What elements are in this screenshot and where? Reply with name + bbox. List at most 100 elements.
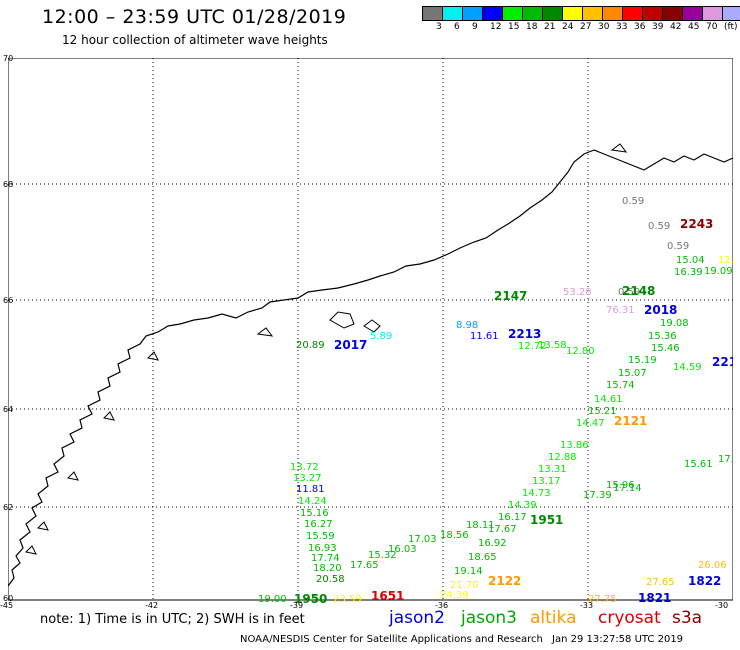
longitude-tick: -30 [715, 601, 729, 610]
wave-height-value: 18.65 [468, 552, 497, 563]
colorbar-swatch [482, 6, 503, 21]
wave-height-value: 13.17 [532, 476, 561, 487]
wave-height-value: 17.14 [613, 483, 642, 494]
wave-height-value: 19.00 [258, 594, 287, 603]
wave-height-value: 5.89 [370, 331, 392, 342]
wave-height-value: 17.39 [583, 490, 612, 501]
wave-height-value: 19.08 [660, 318, 689, 329]
colorbar [422, 6, 740, 21]
colorbar-swatch [442, 6, 463, 21]
wave-height-value: 0.59 [648, 221, 670, 232]
wave-height-value: 20.89 [296, 340, 325, 351]
wave-height-value: 17.03 [408, 534, 437, 545]
wave-height-value: 20.58 [316, 574, 345, 585]
wave-height-value: 12.72 [518, 341, 547, 352]
wave-height-value: 15.04 [676, 255, 705, 266]
wave-height-value: 16.93 [308, 543, 337, 554]
latitude-tick: 70 [3, 54, 14, 63]
pass-time-label: 2213 [508, 327, 541, 341]
pass-time-label: 2243 [680, 217, 713, 231]
colorbar-label: 12 [490, 22, 502, 32]
colorbar-swatch [622, 6, 643, 21]
colorbar-swatch [562, 6, 583, 21]
colorbar-swatch [602, 6, 623, 21]
wave-height-value: 16.92 [478, 538, 507, 549]
colorbar-label: 3 [436, 22, 442, 32]
wave-height-value: 12.3 [718, 255, 733, 266]
wave-height-value: 14.39 [508, 500, 537, 511]
wave-height-value: 15.96 [606, 480, 635, 491]
wave-height-value: 15.21 [588, 406, 617, 417]
colorbar-swatch [422, 6, 443, 21]
colorbar-label: 45 [688, 22, 700, 32]
latitude-tick: 60 [3, 594, 14, 603]
wave-height-value: 11.61 [470, 331, 499, 342]
wave-height-value: 0.59 [618, 287, 640, 298]
colorbar-label: 42 [670, 22, 682, 32]
legend-jason3: jason3 [461, 608, 517, 628]
wave-height-value: 15.46 [651, 343, 680, 354]
colorbar-swatch [522, 6, 543, 21]
wave-height-value: 0.59 [622, 196, 644, 207]
greenland-coastline [8, 149, 733, 587]
wave-height-value: 27.65 [646, 577, 675, 588]
colorbar-label: 6 [454, 22, 460, 32]
wave-height-value: 14.73 [522, 488, 551, 499]
wave-height-value: 15.61 [684, 459, 713, 470]
wave-height-value: 13.27 [293, 473, 322, 484]
footnote: note: 1) Time is in UTC; 2) SWH is in fe… [40, 612, 305, 627]
colorbar-label: 21 [544, 22, 556, 32]
pass-time-label: 1821 [638, 591, 671, 603]
latitude-tick: 62 [3, 503, 14, 512]
wave-height-value: 15.16 [300, 508, 329, 519]
latitude-tick: 68 [3, 180, 14, 189]
colorbar-label: 27 [580, 22, 592, 32]
pass-time-label: 2121 [614, 414, 647, 428]
colorbar-swatch [542, 6, 563, 21]
wave-height-value: 13.31 [538, 464, 567, 475]
wave-height-value: 15.59 [306, 531, 335, 542]
colorbar-label: (ft) [724, 22, 738, 32]
wave-height-value: 14.61 [594, 394, 623, 405]
colorbar-label: 15 [508, 22, 520, 32]
credit-line: NOAA/NESDIS Center for Satellite Applica… [240, 634, 543, 645]
wave-height-value: 14.47 [576, 418, 605, 429]
colorbar-swatch [702, 6, 723, 21]
colorbar-label: 18 [526, 22, 538, 32]
wave-height-value: 15.74 [606, 380, 635, 391]
pass-time-label: 1822 [688, 574, 721, 588]
pass-time-label: 1950 [294, 592, 327, 603]
colorbar-swatch [642, 6, 663, 21]
wave-height-value: 53.28 [563, 287, 592, 298]
colorbar-swatch [582, 6, 603, 21]
coastline-islands [24, 143, 628, 555]
map-frame [8, 58, 733, 601]
colorbar-label: 36 [634, 22, 646, 32]
wave-height-value: 21.70 [450, 580, 479, 591]
wave-height-value: 24.39 [440, 590, 469, 601]
wave-height-value: 0.59 [667, 241, 689, 252]
longitude-tick: -45 [0, 601, 14, 610]
wave-height-value: 13.58 [538, 340, 567, 351]
wave-height-value: 8.98 [456, 320, 478, 331]
wave-height-value: 27.75 [588, 594, 617, 603]
colorbar-swatch [682, 6, 703, 21]
pass-time-label: 2122 [488, 574, 521, 588]
legend-altika: altika [530, 608, 577, 628]
wave-height-value: 76.31 [606, 305, 635, 316]
wave-height-value: 12.88 [548, 452, 577, 463]
wave-height-value: 16.17 [498, 512, 527, 523]
colorbar-label: 39 [652, 22, 664, 32]
pass-time-label: 2017 [334, 338, 367, 352]
wave-height-value: 23.59 [333, 594, 362, 603]
pass-time-label: 221 [712, 355, 733, 369]
pass-time-label: 2148 [622, 284, 655, 298]
colorbar-label: 70 [706, 22, 718, 32]
wave-height-value: 19.14 [454, 566, 483, 577]
wave-height-value: 17.74 [311, 553, 340, 564]
legend-s3a: s3a [672, 608, 703, 628]
wave-height-value: 26.06 [698, 560, 727, 571]
wave-height-value: 19.09 [704, 266, 733, 277]
wave-height-value: 13.72 [290, 462, 319, 473]
